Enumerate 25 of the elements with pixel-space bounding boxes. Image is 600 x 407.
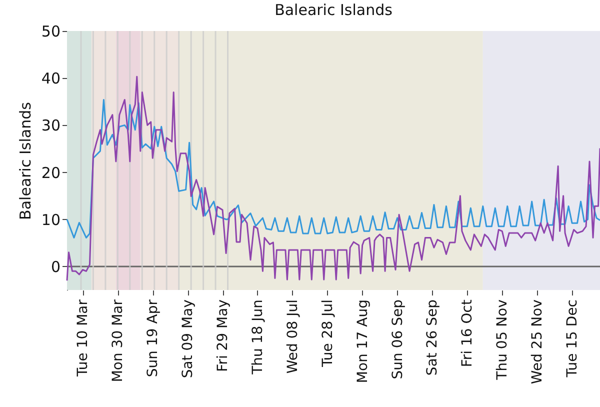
y-tick-label: 30 — [41, 116, 60, 135]
x-tick-label: Mon 17 Aug — [354, 300, 371, 384]
x-tick-label: Mon 30 Mar — [110, 299, 126, 382]
x-tick-label: Tue 28 Jul — [320, 300, 336, 368]
x-tick-label: Sat 09 May — [180, 300, 196, 378]
x-tick-label: Sat 26 Sep — [424, 299, 441, 376]
x-tick-label: Sun 19 Apr — [145, 299, 162, 378]
y-tick-label: 0 — [50, 258, 60, 276]
y-tick-label: 10 — [41, 210, 60, 229]
x-tick-label: Tue 10 Mar — [75, 299, 92, 378]
x-tick-label: Thu 05 Nov — [494, 300, 511, 381]
x-tick-label: Fri 16 Oct — [460, 299, 476, 368]
y-tick-label: 40 — [41, 70, 60, 88]
x-tick-label: Thu 18 Jun — [250, 300, 266, 376]
y-tick-label: 20 — [41, 164, 60, 182]
x-tick-label: Wed 25 Nov — [530, 300, 546, 384]
chart-title: Balearic Islands — [274, 1, 393, 19]
line-series — [66, 99, 600, 238]
x-tick-label: Tue 15 Dec — [564, 300, 581, 378]
x-tick-label: Sun 06 Sep — [390, 299, 406, 380]
line-series — [66, 76, 600, 282]
x-tick-label: Wed 08 Jul — [284, 300, 301, 374]
y-tick-label: 50 — [41, 22, 60, 40]
y-axis-title: Balearic Islands — [16, 102, 34, 220]
x-tick-label: Fri 29 May — [215, 300, 232, 372]
